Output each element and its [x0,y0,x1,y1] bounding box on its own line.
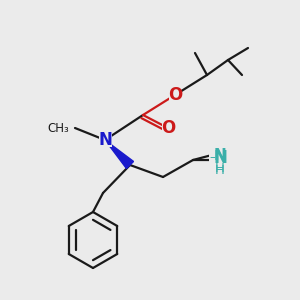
Text: CH₃: CH₃ [47,122,69,134]
Text: N: N [213,149,227,167]
Text: N: N [98,131,112,149]
Text: H: H [215,161,225,175]
Text: –: – [209,152,215,164]
Text: O: O [161,119,175,137]
FancyBboxPatch shape [162,121,174,135]
Polygon shape [105,140,134,169]
FancyBboxPatch shape [169,88,181,102]
FancyBboxPatch shape [213,153,227,167]
FancyBboxPatch shape [98,133,112,147]
Text: N: N [214,148,226,163]
FancyBboxPatch shape [209,147,231,173]
Text: O: O [168,86,182,104]
Text: H: H [215,164,225,176]
